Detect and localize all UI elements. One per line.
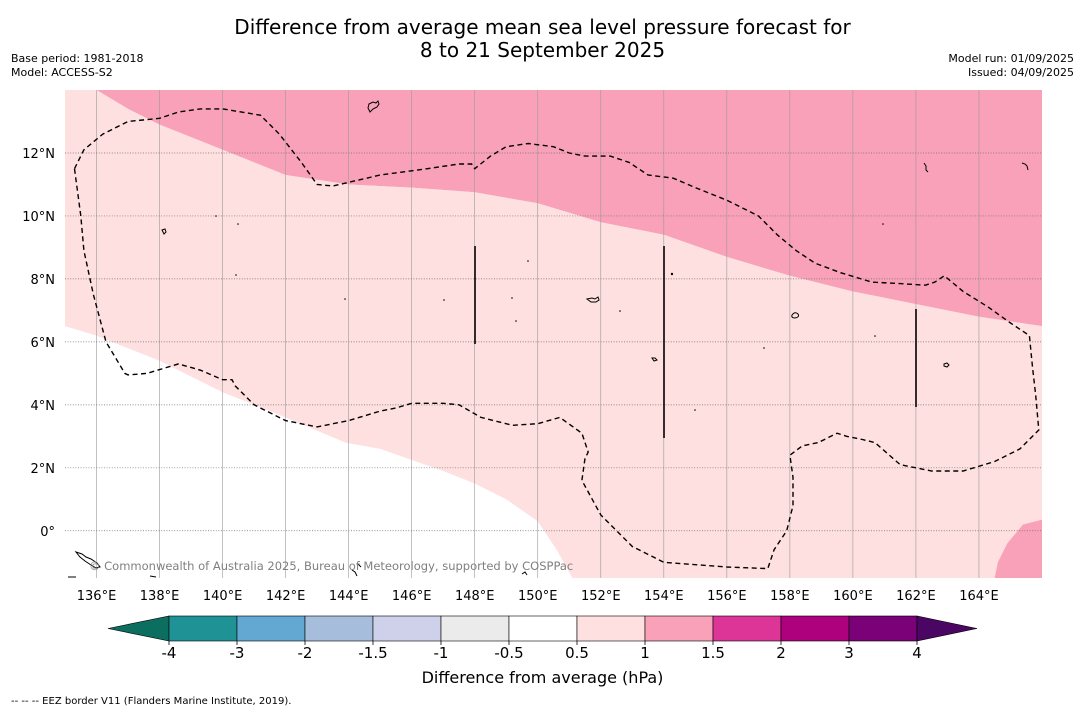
- lat-tick-label: 8°N: [31, 273, 56, 288]
- island-dot: [763, 347, 765, 349]
- lon-tick-label: 140°E: [203, 589, 243, 604]
- base-period: Base period: 1981-2018: [11, 52, 144, 65]
- lon-tick-label: 158°E: [770, 589, 810, 604]
- island-dot: [344, 298, 346, 300]
- island-outline: [923, 162, 929, 173]
- colorbar-label: Difference from average (hPa): [421, 668, 664, 687]
- island-dot: [237, 223, 239, 225]
- coastline-fragment: [351, 563, 362, 577]
- island-dot: [694, 409, 696, 411]
- island-dot: [515, 320, 517, 322]
- lon-tick-label: 150°E: [518, 589, 558, 604]
- model-run: Model run: 01/09/2025: [948, 52, 1074, 65]
- colorbar-low-extension: [107, 615, 170, 642]
- anomaly-region-1-1.5: [994, 519, 1042, 578]
- chart-title-line1: Difference from average mean sea level p…: [234, 15, 851, 39]
- colorbar-cell: [848, 615, 918, 642]
- colorbar-tick-label: -1.5: [358, 644, 387, 662]
- lon-tick-label: 142°E: [266, 589, 306, 604]
- eez-border: [73, 108, 1040, 570]
- map-copyright: © Commonwealth of Australia 2025, Bureau…: [89, 559, 573, 573]
- island-dot: [443, 299, 445, 301]
- island-dot: [882, 223, 884, 225]
- lon-tick-label: 160°E: [833, 589, 873, 604]
- anomaly-region-0.5-1: [65, 90, 1042, 578]
- lon-tick-label: 136°E: [77, 589, 117, 604]
- coastline-fragment: [149, 575, 157, 578]
- lon-tick-label: 152°E: [581, 589, 621, 604]
- island-outline: [943, 362, 950, 368]
- colorbar-cell: [780, 615, 850, 642]
- island-outline: [585, 296, 600, 303]
- coastline-fragment: [521, 571, 528, 576]
- coastline-fragment: [74, 550, 101, 569]
- lat-tick-label: 12°N: [22, 147, 55, 162]
- colorbar-cell: [304, 615, 374, 642]
- island-outline: [161, 228, 167, 235]
- colorbar-cell: [236, 615, 306, 642]
- colorbar-tick-label: -3: [230, 644, 245, 662]
- island-dot: [874, 335, 876, 337]
- colorbar: -4 -3 -2 -1.5 -1 -0.5 0.5 1 1.5 2 3 4: [107, 615, 978, 662]
- colorbar-cell: [372, 615, 442, 642]
- colorbar-tick-label: -2: [298, 644, 313, 662]
- lat-tick-label: 10°N: [22, 210, 55, 225]
- lon-tick-label: 162°E: [896, 589, 936, 604]
- colorbar-cell: [644, 615, 714, 642]
- eez-footnote: -- -- -- EEZ border V11 (Flanders Marine…: [11, 696, 292, 707]
- island-dot: [511, 297, 513, 299]
- island-dot: [670, 272, 674, 276]
- colorbar-cell: [440, 615, 510, 642]
- lon-tick-label: 154°E: [644, 589, 684, 604]
- lon-tick-label: 164°E: [959, 589, 999, 604]
- chart-title-line2: 8 to 21 September 2025: [419, 38, 666, 62]
- lat-tick-label: 6°N: [31, 336, 56, 351]
- anomaly-region-1-1.5: [96, 90, 1042, 327]
- colorbar-high-extension: [916, 615, 978, 642]
- colorbar-tick-label: -0.5: [494, 644, 523, 662]
- island-dot: [215, 215, 217, 217]
- lat-tick-label: 4°N: [31, 399, 56, 414]
- lon-tick-label: 148°E: [455, 589, 495, 604]
- lon-tick-label: 156°E: [707, 589, 747, 604]
- lon-tick-label: 144°E: [329, 589, 369, 604]
- island-outline: [367, 100, 380, 113]
- model-name: Model: ACCESS-S2: [11, 66, 113, 79]
- lat-tick-label: 0°: [40, 525, 55, 540]
- island-dot: [619, 310, 621, 312]
- map-plot-area: © Commonwealth of Australia 2025, Bureau…: [65, 90, 1042, 578]
- lon-tick-label: 146°E: [392, 589, 432, 604]
- colorbar-tick-label: 0.5: [565, 644, 589, 662]
- issued-date: Issued: 04/09/2025: [967, 66, 1074, 79]
- colorbar-cell: [576, 615, 646, 642]
- colorbar-tick-label: -4: [162, 644, 177, 662]
- island-outline: [1021, 162, 1029, 171]
- island-dot: [527, 260, 529, 262]
- island-outline: [651, 357, 658, 362]
- colorbar-tick-label: 3: [844, 644, 854, 662]
- colorbar-tick-label: 2: [776, 644, 786, 662]
- island-dot: [235, 274, 237, 276]
- colorbar-tick-label: 1: [640, 644, 650, 662]
- colorbar-cell: [508, 615, 578, 642]
- colorbar-tick-label: -1: [434, 644, 449, 662]
- colorbar-tick-label: 1.5: [701, 644, 725, 662]
- lon-tick-label: 138°E: [140, 589, 180, 604]
- colorbar-tick-label: 4: [912, 644, 922, 662]
- lat-tick-label: 2°N: [31, 462, 56, 477]
- colorbar-cell: [712, 615, 782, 642]
- colorbar-cell: [168, 615, 238, 642]
- island-outline: [791, 312, 800, 319]
